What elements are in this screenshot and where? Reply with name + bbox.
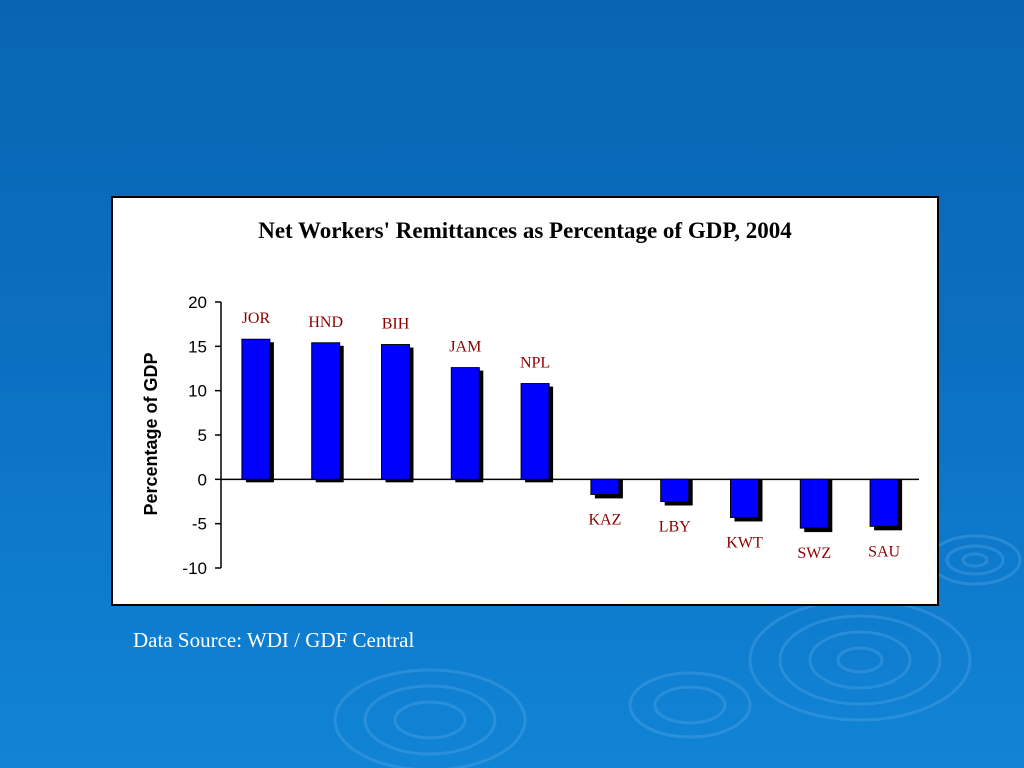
data-labels: JOR HND BIH JAM NPL KAZ LBY KWT SWZ SAU — [242, 310, 901, 562]
bar-sau — [869, 478, 899, 527]
bar-chart: Net Workers' Remittances as Percentage o… — [141, 218, 919, 578]
y-tick-label: 10 — [188, 382, 207, 401]
bar-jam — [450, 367, 480, 480]
bars — [241, 338, 903, 533]
bar-jor — [241, 338, 271, 480]
bar-hnd — [311, 342, 341, 480]
category-label: JOR — [242, 310, 271, 327]
y-tick-label: 15 — [188, 337, 207, 356]
category-label: HND — [308, 314, 343, 331]
y-tick-label: -5 — [192, 515, 207, 534]
y-tick-label: 0 — [198, 470, 207, 489]
bar-kwt — [730, 478, 759, 518]
y-axis-label: Percentage of GDP — [141, 352, 161, 515]
bar-npl — [520, 383, 550, 480]
category-label: KWT — [726, 534, 763, 551]
category-label: JAM — [449, 339, 481, 356]
y-tick-label: 20 — [188, 293, 207, 312]
chart-panel: Net Workers' Remittances as Percentage o… — [111, 196, 939, 606]
bar-swz — [799, 478, 829, 529]
bar-lby — [660, 478, 690, 503]
category-label: LBY — [659, 519, 691, 536]
data-source-note: Data Source: WDI / GDF Central — [133, 628, 415, 652]
category-label: NPL — [520, 355, 550, 372]
category-label: BIH — [382, 316, 410, 333]
y-tick-label: 5 — [198, 426, 207, 445]
category-label: KAZ — [588, 511, 621, 528]
y-tick-label: -10 — [182, 559, 207, 578]
category-label: SAU — [868, 543, 900, 560]
bar-kaz — [590, 478, 620, 495]
bar-bih — [381, 344, 410, 480]
category-label: SWZ — [797, 545, 831, 562]
chart-title: Net Workers' Remittances as Percentage o… — [258, 218, 792, 243]
